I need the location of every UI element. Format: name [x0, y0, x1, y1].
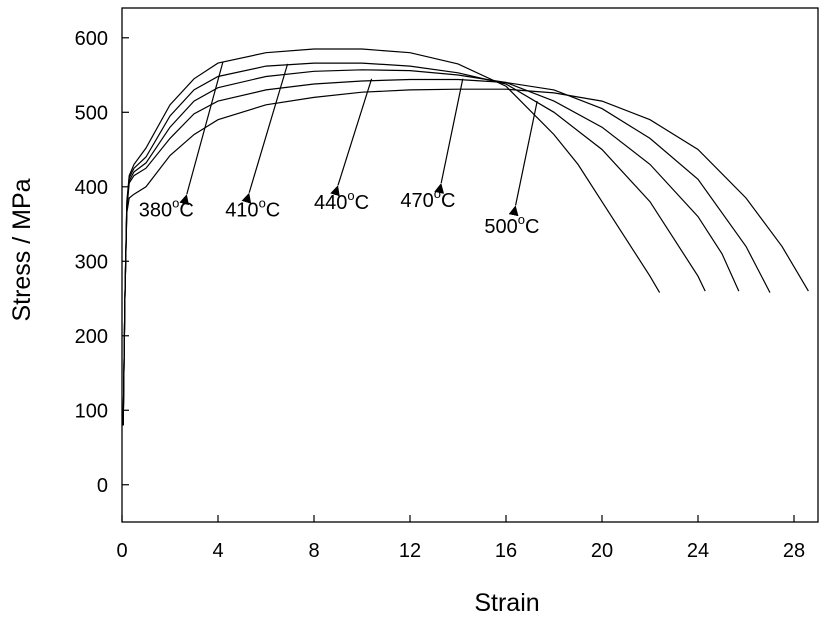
- temperature-value: 440: [314, 192, 347, 214]
- temperature-value: 500: [484, 216, 517, 238]
- y-tick-label: 100: [75, 400, 108, 422]
- temperature-value: 380: [139, 200, 172, 222]
- temperature-unit: C: [525, 216, 539, 238]
- temperature-label: 380oC: [139, 196, 194, 222]
- annotation-arrow: [179, 62, 224, 206]
- temperature-value: 410: [225, 200, 258, 222]
- temperature-unit: C: [355, 192, 369, 214]
- x-tick-label: 12: [399, 540, 421, 562]
- temperature-label: 410oC: [225, 196, 280, 222]
- plot-frame: [121, 7, 819, 523]
- stress-strain-curve: [122, 69, 740, 426]
- y-tick-label: 300: [75, 251, 108, 273]
- annotation-arrow: [330, 78, 373, 197]
- degree-sign: o: [518, 212, 525, 227]
- temperature-unit: C: [441, 190, 455, 212]
- annotation-arrow: [434, 78, 464, 194]
- degree-sign: o: [172, 196, 179, 211]
- x-axis: 0 4 8 12 16 20 24 28: [116, 515, 805, 562]
- degree-sign: o: [434, 186, 441, 201]
- x-tick-label: 0: [116, 540, 127, 562]
- y-tick-label: 200: [75, 326, 108, 348]
- temperature-label: 500oC: [484, 212, 539, 238]
- stress-strain-curves: [122, 48, 809, 426]
- temperature-unit: C: [266, 200, 280, 222]
- y-tick-label: 400: [75, 177, 108, 199]
- x-axis-title: Strain: [474, 589, 539, 617]
- y-tick-label: 0: [97, 475, 108, 497]
- degree-sign: o: [347, 188, 354, 203]
- y-axis: 0 100 200 300 400 500 600: [75, 28, 129, 497]
- x-tick-label: 24: [687, 540, 709, 562]
- temperature-label: 440oC: [314, 188, 369, 214]
- stress-strain-curve: [122, 88, 809, 426]
- x-tick-label: 4: [212, 540, 223, 562]
- temperature-unit: C: [179, 200, 193, 222]
- y-tick-label: 500: [75, 102, 108, 124]
- y-tick-label: 600: [75, 28, 108, 50]
- annotation-arrow: [241, 63, 289, 204]
- stress-strain-curve: [122, 78, 771, 426]
- temperature-label: 470oC: [400, 186, 455, 212]
- x-tick-label: 8: [308, 540, 319, 562]
- temperature-value: 470: [400, 190, 433, 212]
- y-axis-title: Stress / MPa: [8, 178, 36, 321]
- x-tick-label: 16: [495, 540, 517, 562]
- x-tick-label: 20: [591, 540, 613, 562]
- degree-sign: o: [259, 196, 266, 211]
- annotation-arrow: [508, 100, 538, 217]
- stress-strain-curve: [122, 48, 661, 426]
- x-tick-label: 28: [783, 540, 805, 562]
- stress-strain-curve: [122, 62, 706, 426]
